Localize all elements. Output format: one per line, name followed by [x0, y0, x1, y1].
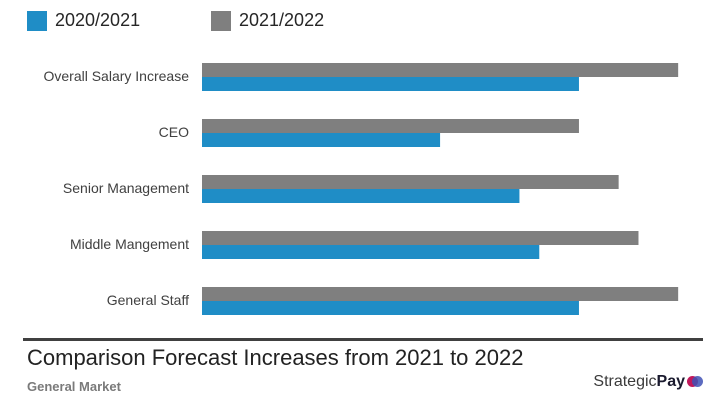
category-label: Overall Salary Increase — [43, 68, 189, 84]
bar-plot: Overall Salary Increase CEO Senior Managem… — [43, 63, 679, 315]
bar-2021-2022 — [202, 175, 619, 189]
brand-name-bold: Pay — [656, 373, 685, 390]
legend-item-2020-2021: 2020/2021 — [27, 10, 140, 31]
bar-2020-2021 — [202, 245, 540, 259]
bar-2020-2021 — [202, 133, 441, 147]
bar-2021-2022 — [202, 231, 639, 245]
bar-2020-2021 — [202, 189, 520, 203]
brand-mark-icon — [687, 375, 703, 389]
chart-subtitle: General Market — [27, 379, 121, 394]
category-label: Middle Mangement — [70, 236, 189, 252]
bar-2020-2021 — [202, 77, 579, 91]
legend-label-2020-2021: 2020/2021 — [55, 10, 141, 30]
category-label: Senior Management — [63, 180, 189, 196]
bar-2021-2022 — [202, 287, 679, 301]
legend-label-2021-2022: 2021/2022 — [239, 10, 325, 30]
legend-item-2021-2022: 2021/2022 — [211, 10, 324, 31]
bar-2021-2022 — [202, 63, 679, 77]
chart-title: Comparison Forecast Increases from 2021 … — [27, 345, 524, 370]
bar-2021-2022 — [202, 119, 579, 133]
category-label: General Staff — [107, 292, 189, 308]
category-label: CEO — [159, 124, 189, 140]
brand-logo: Strategic Pay — [593, 373, 703, 391]
footer-divider — [23, 338, 703, 341]
legend-swatch-2021-2022 — [211, 10, 231, 31]
brand-name-light: Strategic — [593, 373, 657, 390]
bar-2020-2021 — [202, 301, 579, 315]
legend-swatch-2020-2021 — [27, 10, 47, 31]
